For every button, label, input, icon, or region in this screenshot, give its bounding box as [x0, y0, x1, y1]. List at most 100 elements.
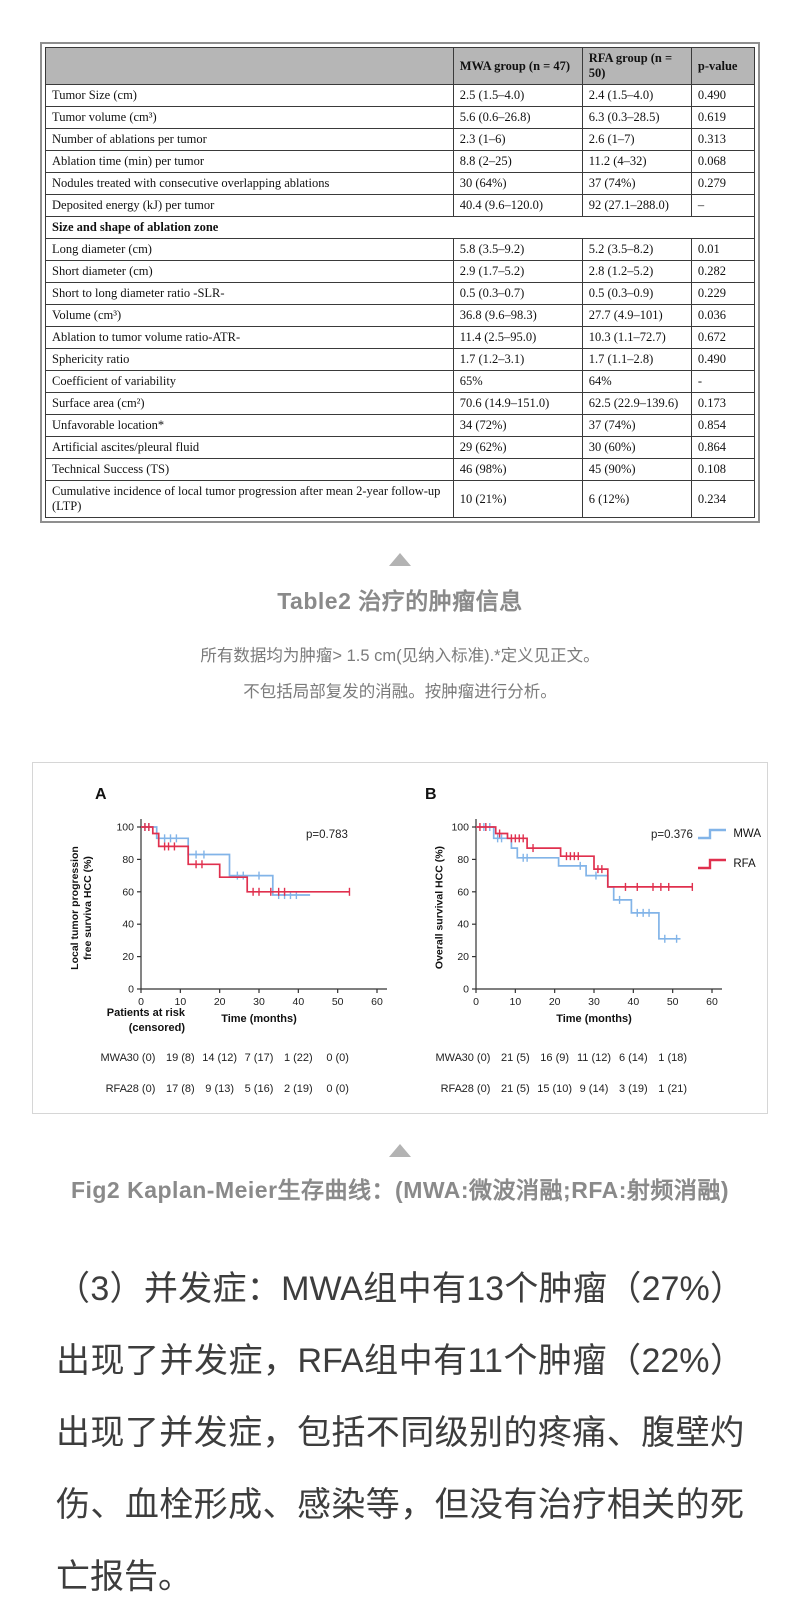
risk-row-rfa: RFA 28 (0) 17 (8) 9 (13) 5 (16) 2 (19) 0 (0)	[33, 1075, 393, 1106]
svg-text:40: 40	[122, 919, 134, 931]
svg-text:Time (months): Time (months)	[221, 1013, 297, 1025]
table-col-header: MWA group (n = 47)	[452, 47, 583, 85]
table-row: Tumor volume (cm³) 5.6 (0.6–26.8) 6.3 (0.3…	[45, 106, 756, 129]
risk-row-mwa: MWA 30 (0) 19 (8) 14 (12) 7 (17) 1 (22) 0 (0)	[33, 1044, 393, 1075]
risk-value: 11 (12)	[576, 1052, 612, 1064]
risk-row-mwa: MWA 30 (0) 21 (5) 16 (9) 11 (12) 6 (14) 1 (18)	[393, 1044, 767, 1075]
risk-value: 15 (10)	[537, 1083, 573, 1095]
table-row: Long diameter (cm) 5.8 (3.5–9.2) 5.2 (3.5–…	[45, 238, 756, 261]
risk-row-label: RFA	[440, 1083, 462, 1095]
table-body: Tumor Size (cm) 2.5 (1.5–4.0) 2.4 (1.5–4.0…	[45, 84, 756, 518]
results-table-block: MWA group (n = 47) RFA group (n = 50) p-va…	[40, 42, 760, 523]
rfa-line-swatch-icon	[698, 858, 727, 870]
risk-row-label: MWA	[100, 1052, 127, 1064]
svg-text:10: 10	[174, 996, 186, 1008]
table-row: Cumulative incidence of local tumor prog…	[45, 480, 756, 518]
table-row: Nodules treated with consecutive overlap…	[45, 172, 756, 195]
svg-text:50: 50	[332, 996, 344, 1008]
kaplan-meier-figure: A Local tumor progression free surviva H…	[32, 762, 768, 1114]
table-row: Ablation time (min) per tumor 8.8 (2–25) 1…	[45, 150, 756, 173]
article-page: { "table": { "columns": ["", "MWA group …	[0, 42, 800, 1596]
table-row: Unfavorable location* 34 (72%) 37 (74%) 0.8…	[45, 414, 756, 437]
svg-text:50: 50	[667, 996, 679, 1008]
table-row: Volume (cm³) 36.8 (9.6–98.3) 27.7 (4.9–101…	[45, 304, 756, 327]
panel-letter: A	[95, 786, 107, 803]
table-caption: Table2 治疗的肿瘤信息	[277, 588, 523, 614]
legend-item-mwa: MWA	[697, 819, 761, 849]
risk-value: 14 (12)	[202, 1052, 238, 1064]
risk-value: 28 (0)	[461, 1083, 491, 1095]
table-row: Artificial ascites/pleural fluid 29 (62%)…	[45, 436, 756, 459]
risk-table: MWA 30 (0) 19 (8) 14 (12) 7 (17) 1 (22) 0 (0) …	[33, 1044, 393, 1106]
risk-value: 30 (0)	[461, 1052, 491, 1064]
km-chart-a: 0 20 40 60 80 100 0 10 20 30 40 50 60 Time (months)	[116, 819, 387, 1025]
risk-value: 28 (0)	[126, 1083, 156, 1095]
risk-value: 3 (19)	[618, 1083, 648, 1095]
risk-table: MWA 30 (0) 21 (5) 16 (9) 11 (12) 6 (14) 1 (18)…	[393, 1044, 767, 1106]
table-col-header: RFA group (n = 50)	[581, 47, 692, 85]
table-notes: 所有数据均为肿瘤> 1.5 cm(见纳入标准).*定义见正文。 不包括局部复发的…	[0, 638, 800, 710]
km-panel-a: A Local tumor progression free surviva H…	[33, 763, 393, 1113]
svg-text:40: 40	[457, 919, 469, 931]
svg-text:30: 30	[253, 996, 265, 1008]
table-section-row: Size and shape of ablation zone	[45, 216, 755, 239]
svg-text:60: 60	[457, 886, 469, 898]
risk-row-rfa: RFA 28 (0) 21 (5) 15 (10) 9 (14) 3 (19) 1 (21)	[393, 1075, 767, 1106]
table-row: Number of ablations per tumor 2.3 (1–6) 2.…	[45, 128, 756, 151]
svg-text:60: 60	[122, 886, 134, 898]
table-row: Coefficient of variability 65% 64% -	[45, 370, 756, 393]
collapse-triangle-icon	[389, 1144, 411, 1157]
table-head-row: MWA group (n = 47) RFA group (n = 50) p-va…	[45, 47, 756, 85]
patients-at-risk-label: Patients at risk (censored)	[106, 1007, 185, 1034]
risk-value: 5 (16)	[244, 1083, 274, 1095]
risk-value: 1 (18)	[658, 1052, 688, 1064]
risk-value: 2 (19)	[283, 1083, 313, 1095]
svg-text:80: 80	[122, 854, 134, 866]
svg-text:60: 60	[371, 996, 383, 1008]
svg-text:20: 20	[549, 996, 561, 1008]
risk-value: 19 (8)	[165, 1052, 195, 1064]
figure-caption: Fig2 Kaplan-Meier生存曲线：(MWA:微波消融;RFA:射频消融…	[70, 1177, 730, 1203]
svg-text:0: 0	[463, 984, 469, 996]
svg-text:20: 20	[214, 996, 226, 1008]
risk-value: 7 (17)	[244, 1052, 274, 1064]
risk-row-label: MWA	[435, 1052, 462, 1064]
p-value-label: p=0.783	[306, 829, 348, 841]
mwa-line-swatch-icon	[698, 828, 727, 840]
table-row: Ablation to tumor volume ratio-ATR- 11.4 …	[45, 326, 756, 349]
svg-text:20: 20	[457, 951, 469, 963]
svg-text:20: 20	[122, 951, 134, 963]
svg-text:0: 0	[128, 984, 134, 996]
legend-label: MWA	[733, 828, 761, 840]
risk-value: 1 (21)	[658, 1083, 688, 1095]
svg-text:80: 80	[457, 854, 469, 866]
table-note-line: 不包括局部复发的消融。按肿瘤进行分析。	[243, 683, 557, 701]
risk-value: 0 (0)	[326, 1052, 349, 1064]
risk-value: 0 (0)	[326, 1083, 349, 1095]
table-row: Short to long diameter ratio -SLR- 0.5 (0…	[45, 282, 756, 305]
y-axis-label: Local tumor progression free surviva HCC…	[69, 846, 94, 970]
table-note-line: 所有数据均为肿瘤> 1.5 cm(见纳入标准).*定义见正文。	[200, 647, 600, 665]
legend: MWA RFA	[697, 819, 761, 879]
svg-text:0: 0	[473, 996, 479, 1008]
risk-value: 30 (0)	[126, 1052, 156, 1064]
svg-text:60: 60	[706, 996, 718, 1008]
risk-value: 17 (8)	[165, 1083, 195, 1095]
risk-value: 21 (5)	[500, 1052, 530, 1064]
risk-value: 9 (14)	[579, 1083, 609, 1095]
svg-text:40: 40	[627, 996, 639, 1008]
svg-text:40: 40	[292, 996, 304, 1008]
results-table: MWA group (n = 47) RFA group (n = 50) p-va…	[45, 47, 756, 518]
svg-text:100: 100	[116, 822, 134, 834]
legend-label: RFA	[733, 858, 756, 870]
risk-value: 6 (14)	[618, 1052, 648, 1064]
risk-value: 21 (5)	[500, 1083, 530, 1095]
table-row: Sphericity ratio 1.7 (1.2–3.1) 1.7 (1.1–2.…	[45, 348, 756, 371]
svg-text:0: 0	[138, 996, 144, 1008]
risk-row-label: RFA	[105, 1083, 127, 1095]
table-row: Technical Success (TS) 46 (98%) 45 (90%) 0.…	[45, 458, 756, 481]
risk-value: 9 (13)	[205, 1083, 235, 1095]
p-value-label: p=0.376	[651, 829, 693, 841]
risk-value: 16 (9)	[540, 1052, 570, 1064]
complications-paragraph: （3）并发症：MWA组中有13个肿瘤（27%）出现了并发症，RFA组中有11个肿…	[56, 1270, 744, 1596]
